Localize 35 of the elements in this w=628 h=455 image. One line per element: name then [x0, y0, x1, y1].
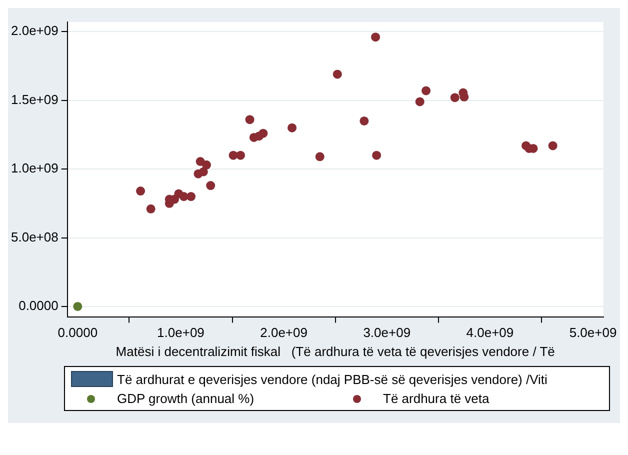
point: [371, 32, 380, 42]
point: [198, 167, 208, 176]
point: [258, 128, 268, 138]
x-tick-label: 1.0e+09: [157, 325, 204, 340]
point: [315, 152, 324, 162]
legend-label: Të ardhura të veta: [383, 391, 490, 406]
point: [422, 86, 431, 96]
x-tick-label: 5.0e+09: [569, 325, 617, 340]
point: [146, 204, 156, 214]
legend-label: Të ardhurat e qeverisjes vendore (ndaj PBB-së së qeverisjes vendore) /Viti: [117, 372, 548, 386]
y-tick-label: 1.0e+09: [10, 160, 58, 176]
x-tick-label: 3.0e+09: [363, 325, 411, 340]
x-tick-label: 2.0e+09: [260, 325, 308, 340]
y-tick-label: 0.0000: [18, 298, 58, 314]
y-tick-label: 2.0e+09: [10, 23, 58, 38]
legend-label: GDP growth (annual %): [117, 391, 254, 406]
y-tick-label: 1.5e+09: [10, 92, 58, 107]
point: [202, 160, 211, 170]
point: [415, 97, 424, 106]
point: [136, 186, 146, 196]
y-tick-label: 5.0e+08: [10, 229, 58, 244]
point: [206, 181, 216, 190]
point: [360, 116, 369, 126]
point: [332, 70, 342, 79]
point: [245, 115, 254, 124]
point: [548, 141, 558, 150]
x-axis-title: Matësi i decentralizimit fiskal (Të ardhura të veta të qeverisjes vendore / Të: [116, 344, 555, 359]
point: [186, 192, 196, 202]
point: [73, 302, 82, 311]
point: [372, 150, 382, 160]
point: [450, 93, 460, 102]
x-tick-label: 4.0e+09: [466, 325, 514, 340]
point: [236, 150, 246, 160]
point: [288, 123, 297, 132]
x-tick-label: 0.0000: [58, 325, 98, 340]
